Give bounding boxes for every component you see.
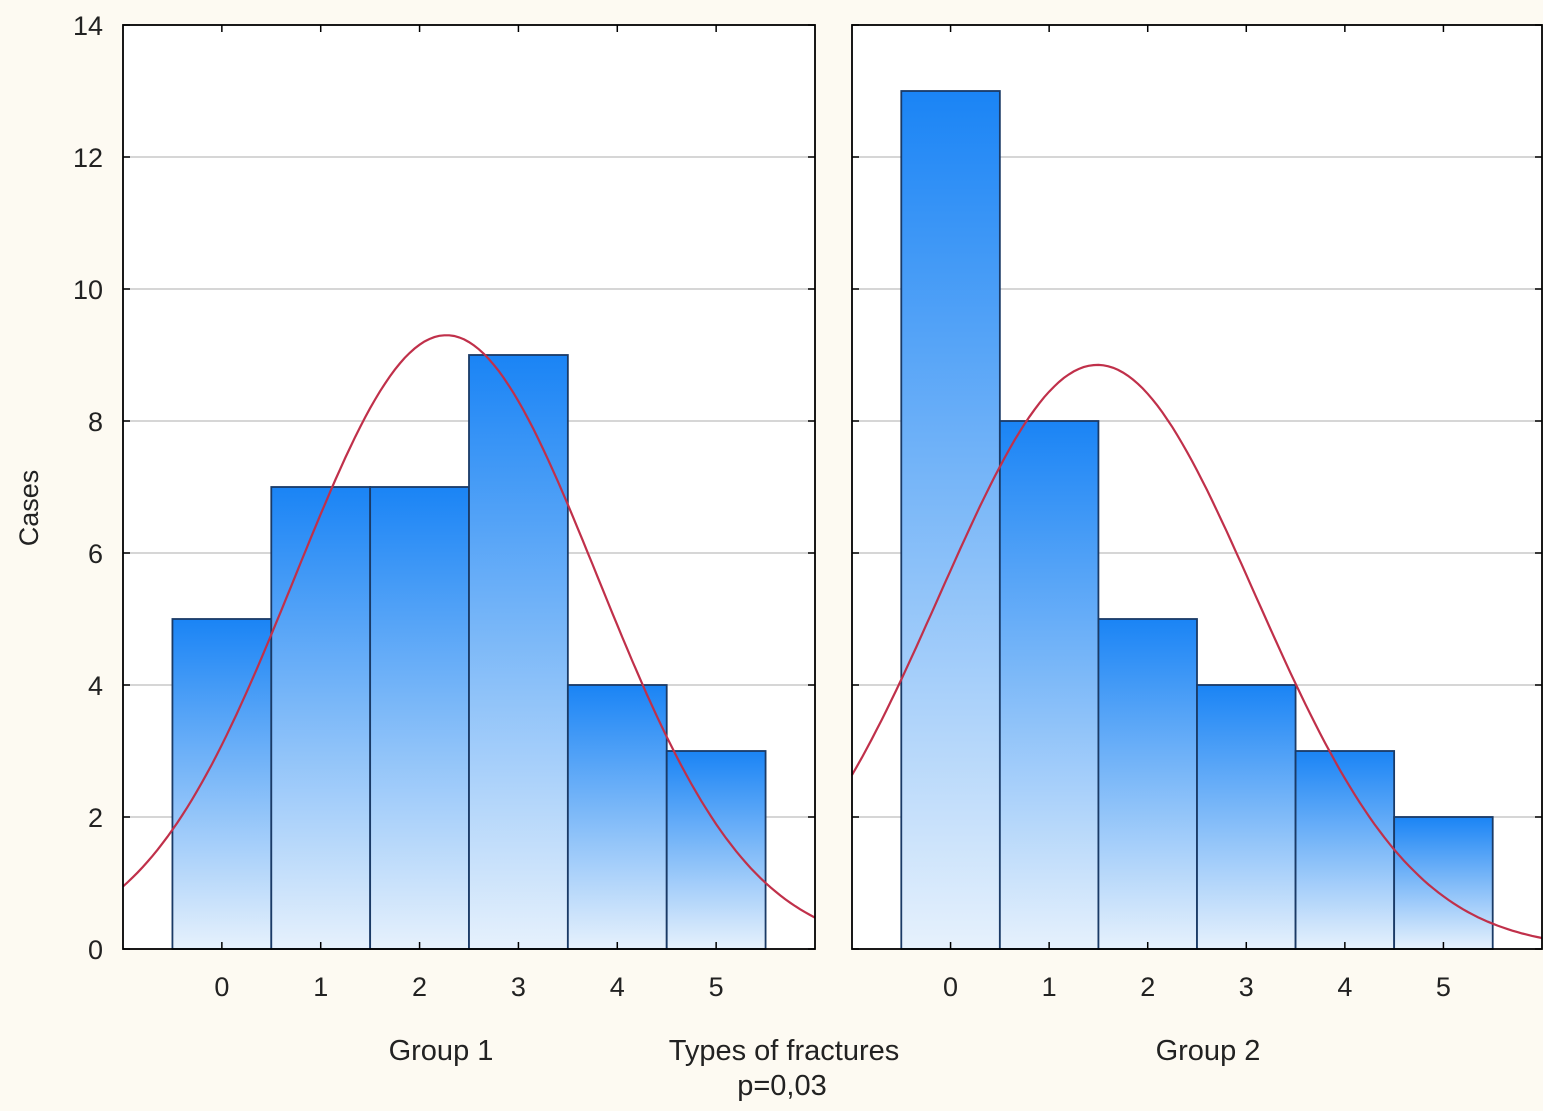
x-tick-label: 2 [412,972,427,1002]
bar-1 [270,486,372,950]
panel-1: 0 1 2 3 4 5 Group 1 [122,24,816,1067]
x-tick-label: 1 [1042,972,1057,1002]
x-tick-label: 0 [214,972,229,1002]
bar-3 [468,354,569,950]
x-tick-label: 1 [313,972,328,1002]
y-tick-label: 2 [88,803,103,833]
x-tick-label: 2 [1140,972,1155,1002]
panel-label: Group 1 [389,1035,494,1067]
x-tick-label: 4 [610,972,625,1002]
bar-2 [1097,618,1198,950]
bar-0 [900,90,1001,950]
panel-label: Group 2 [1156,1035,1261,1067]
x-tick-label: 0 [943,972,958,1002]
panel-2: 0 1 2 3 4 5 Group 2 [851,24,1543,1067]
bar-1 [998,420,1100,950]
bar-3 [1196,684,1297,950]
x-tick-label: 3 [1239,972,1254,1002]
x-axis-label: Types of fractures [669,1035,900,1067]
bar-5 [665,750,767,950]
normal-fit-curve [851,363,1543,940]
y-axis-label: Cases [14,470,44,547]
x-tick-label: 5 [709,972,724,1002]
bar-5 [1393,816,1494,950]
plot-frame [851,24,1543,950]
y-tick-label: 0 [88,935,103,965]
y-tick-label: 8 [88,407,103,437]
y-tick-label: 6 [88,539,103,569]
bar-4 [566,684,668,950]
y-tick-label: 12 [73,143,103,173]
y-tick-label: 14 [73,11,103,41]
normal-fit-curve [122,334,816,919]
bar-4 [1294,750,1396,950]
x-tick-label: 3 [511,972,526,1002]
y-tick-label: 4 [88,671,103,701]
x-tick-label: 5 [1436,972,1451,1002]
bar-2 [369,486,470,950]
y-tick-label: 10 [73,275,103,305]
x-tick-label: 4 [1337,972,1352,1002]
p-value-note: p=0,03 [737,1070,827,1102]
plot-frame [122,24,816,950]
